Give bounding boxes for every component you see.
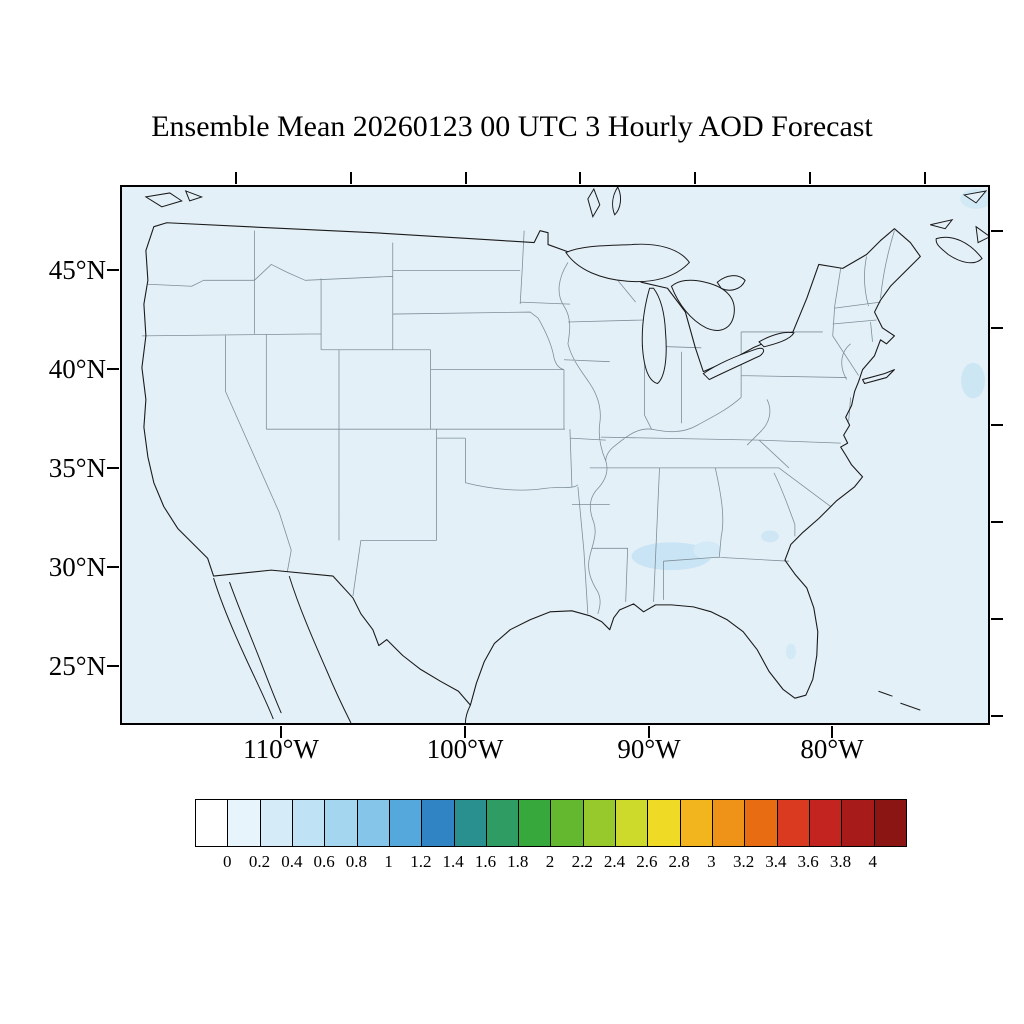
y-tick-label: 40°N <box>48 354 106 384</box>
colorbar-tick-label: 2.2 <box>571 852 593 871</box>
tick-mark <box>350 172 352 184</box>
tick-mark <box>991 521 1003 523</box>
colorbar-cell <box>874 800 906 846</box>
colorbar-cell <box>292 800 326 846</box>
colorbar-tick-label: 1.8 <box>507 852 529 871</box>
canadian-lakes <box>587 187 622 219</box>
georgian-bay <box>716 275 746 291</box>
colorbar-cell <box>357 800 390 846</box>
colorbar-labels: 0 0.2 0.4 0.6 0.8 1 1.2 1.4 1.6 1.8 2 2.2 2.4 2.6 2.8 3… <box>195 852 907 876</box>
tick-mark <box>991 618 1003 620</box>
tick-mark <box>924 172 926 184</box>
map-plot <box>120 185 990 725</box>
colorbar-tick-label: 2.4 <box>603 852 626 871</box>
us-coastline <box>141 222 921 706</box>
tick-mark <box>464 726 466 738</box>
colorbar-tick-label: 3.4 <box>765 852 787 871</box>
aod-patches <box>631 188 988 660</box>
lake-ontario <box>758 331 795 348</box>
colorbar-tick-label: 0.8 <box>345 852 367 871</box>
colorbar-tick-label: 4 <box>868 852 877 871</box>
tick-mark <box>991 327 1003 329</box>
tick-mark <box>648 726 650 738</box>
y-tick-label: 35°N <box>48 453 106 483</box>
y-tick-label: 30°N <box>48 552 106 582</box>
colorbar-cell <box>680 800 713 846</box>
tick-mark <box>831 726 833 738</box>
colorbar-cell <box>583 800 617 846</box>
tick-mark <box>465 172 467 184</box>
colorbar-tick-label: 2 <box>545 852 555 871</box>
colorbar-tick-label: 3.2 <box>733 852 755 871</box>
conus-map <box>141 187 988 723</box>
tick-mark <box>107 368 119 370</box>
colorbar-cell <box>616 800 649 846</box>
vancouver-island <box>144 190 204 208</box>
colorbar-cell <box>809 800 843 846</box>
x-tick-label: 110°W <box>243 734 319 764</box>
mexico-coast <box>288 575 471 723</box>
x-tick-label: 90°W <box>617 734 681 764</box>
lake-erie <box>702 347 765 381</box>
y-tick-label: 45°N <box>48 255 106 285</box>
maritime-islands <box>930 190 988 264</box>
tick-mark <box>107 269 119 271</box>
colorbar-cell <box>842 800 875 846</box>
tick-mark <box>235 172 237 184</box>
colorbar-tick-label: 3 <box>707 852 716 871</box>
lake-superior <box>565 243 691 283</box>
bahamas <box>878 690 921 711</box>
tick-mark <box>107 467 119 469</box>
state-boundaries <box>141 230 895 614</box>
colorbar-tick-label: 1 <box>384 852 393 871</box>
colorbar-tick-label: 1.2 <box>410 852 432 871</box>
tick-mark <box>809 172 811 184</box>
colorbar-cell <box>422 800 455 846</box>
x-tick-label: 80°W <box>800 734 864 764</box>
lake-huron <box>670 279 735 331</box>
colorbar-tick-label: 0 <box>223 852 232 871</box>
colorbar-tick-label: 3.6 <box>797 852 819 871</box>
colorbar-cell <box>389 800 423 846</box>
chart-title: Ensemble Mean 20260123 00 UTC 3 Hourly A… <box>151 110 873 143</box>
colorbar-cell <box>228 800 261 846</box>
colorbar-cell <box>519 800 552 846</box>
colorbar-cell <box>745 800 778 846</box>
colorbar-tick-label: 2.8 <box>668 852 690 871</box>
tick-mark <box>107 566 119 568</box>
tick-mark <box>579 172 581 184</box>
colorbar-cell <box>648 800 681 846</box>
colorbar-cell <box>196 800 229 846</box>
baja-california <box>213 577 282 720</box>
colorbar <box>195 799 907 847</box>
great-lakes <box>565 243 795 385</box>
colorbar-tick-label: 1.4 <box>442 852 464 871</box>
colorbar-cell <box>777 800 810 846</box>
y-tick-label: 25°N <box>48 651 106 681</box>
tick-mark <box>694 172 696 184</box>
neighboring-geography <box>144 187 988 723</box>
tick-mark <box>991 715 1003 717</box>
colorbar-cell <box>713 800 746 846</box>
colorbar-tick-label: 0.4 <box>281 852 303 871</box>
tick-mark <box>991 424 1003 426</box>
colorbar-cell <box>486 800 520 846</box>
colorbar-tick-label: 1.6 <box>474 852 497 871</box>
colorbar-tick-label: 3.8 <box>829 852 852 871</box>
colorbar-cell <box>260 800 293 846</box>
tick-mark <box>280 726 282 738</box>
tick-mark <box>991 230 1003 232</box>
colorbar-tick-label: 2.6 <box>636 852 658 871</box>
x-tick-label: 100°W <box>426 734 504 764</box>
colorbar-tick-label: 0.6 <box>313 852 335 871</box>
colorbar-cell <box>325 800 358 846</box>
colorbar-tick-label: 0.2 <box>248 852 271 871</box>
colorbar-cell <box>551 800 584 846</box>
colorbar-cell <box>454 800 487 846</box>
lake-michigan <box>641 287 667 385</box>
tick-mark <box>107 665 119 667</box>
